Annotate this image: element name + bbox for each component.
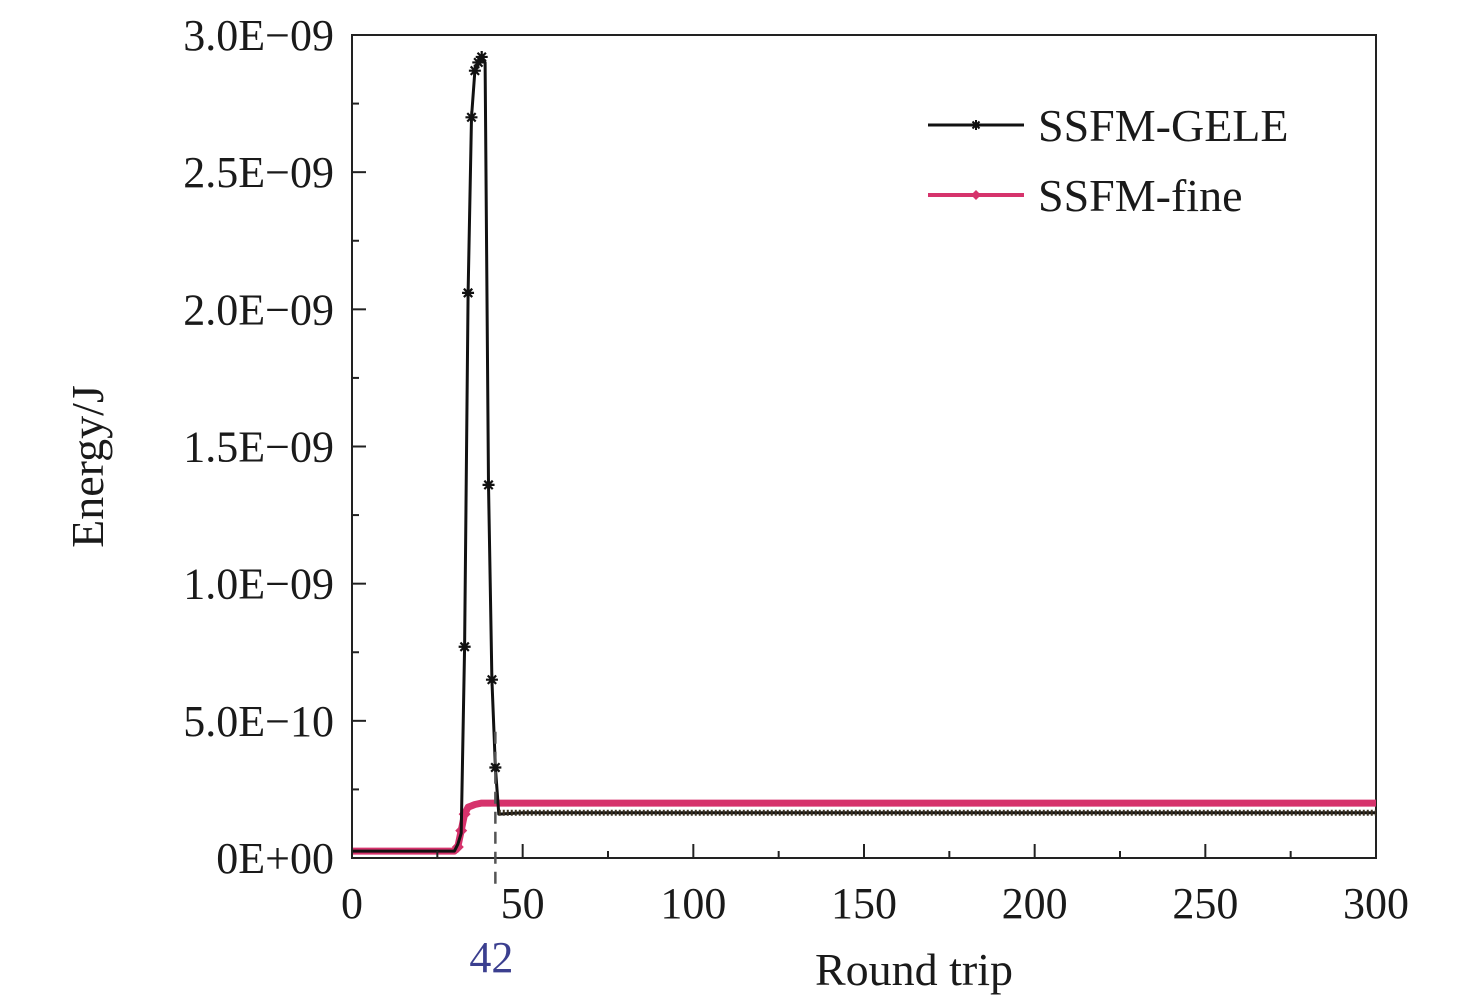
legend-label-fine: SSFM-fine bbox=[1038, 170, 1242, 221]
x-tick-label: 300 bbox=[1343, 879, 1409, 928]
series-marker bbox=[475, 50, 488, 63]
series-marker bbox=[485, 673, 498, 686]
y-axis-ticks: 0E+00 5.0E−10 1.0E−09 1.5E−09 2.0E−09 2.5E−09… bbox=[183, 11, 366, 883]
legend-entry-fine: SSFM-fine bbox=[928, 170, 1242, 221]
x-tick-label: 50 bbox=[501, 879, 545, 928]
y-tick-label: 1.0E−09 bbox=[183, 560, 334, 609]
y-axis-label: Energy/J bbox=[62, 385, 113, 548]
series-marker bbox=[468, 64, 481, 77]
x-tick-label: 0 bbox=[341, 879, 363, 928]
legend: SSFM-GELE SSFM-fine bbox=[928, 100, 1288, 221]
x-tick-label: 100 bbox=[660, 879, 726, 928]
plot-area bbox=[351, 34, 1377, 886]
legend-label-gele: SSFM-GELE bbox=[1038, 100, 1288, 151]
annotation-label: 42 bbox=[469, 933, 513, 982]
y-tick-label: 2.0E−09 bbox=[183, 285, 334, 334]
series-marker bbox=[458, 640, 471, 653]
x-tick-label: 200 bbox=[1002, 879, 1068, 928]
series-marker bbox=[465, 111, 478, 124]
x-axis-ticks: 0 50 100 150 200 250 300 bbox=[341, 844, 1409, 928]
series-marker bbox=[489, 761, 502, 774]
series-marker bbox=[462, 286, 475, 299]
series-ssfm-gele bbox=[352, 50, 1376, 853]
y-tick-label: 3.0E−09 bbox=[183, 11, 334, 60]
series-layer bbox=[352, 50, 1376, 855]
x-axis-label: Round trip bbox=[815, 944, 1013, 995]
series-marker bbox=[472, 56, 485, 69]
x-tick-label: 150 bbox=[831, 879, 897, 928]
plot-frame bbox=[351, 34, 1377, 859]
legend-entry-gele: SSFM-GELE bbox=[928, 100, 1288, 151]
y-tick-label: 0E+00 bbox=[216, 834, 334, 883]
y-tick-label: 2.5E−09 bbox=[183, 148, 334, 197]
y-tick-label: 5.0E−10 bbox=[183, 697, 334, 746]
x-tick-label: 250 bbox=[1172, 879, 1238, 928]
legend-marker bbox=[971, 120, 981, 130]
y-tick-label: 1.5E−09 bbox=[183, 423, 334, 472]
legend-marker bbox=[971, 190, 981, 200]
series-marker bbox=[482, 478, 495, 491]
